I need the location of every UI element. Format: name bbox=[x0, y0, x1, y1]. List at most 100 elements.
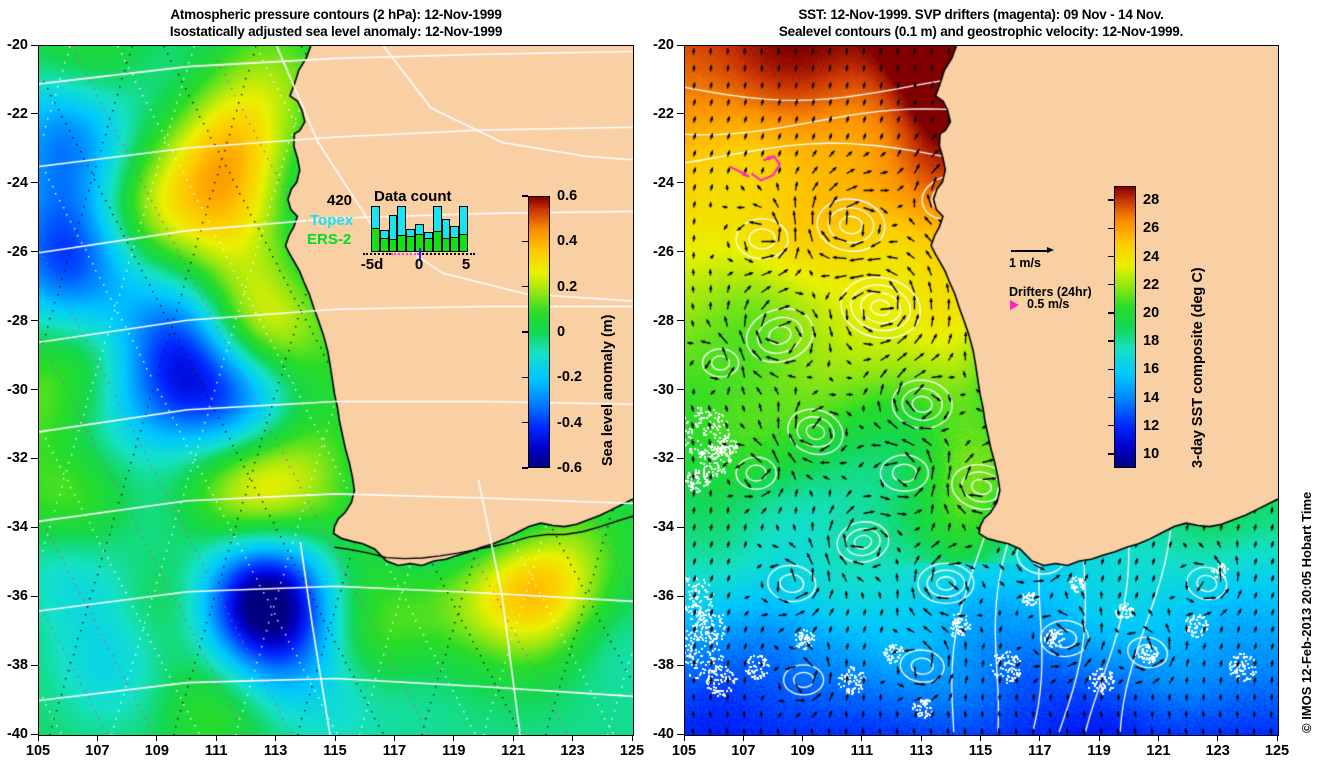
right-panel-title: SST: 12-Nov-1999. SVP drifters (magenta)… bbox=[684, 6, 1278, 40]
right-xtick-label-6: 117 bbox=[1028, 743, 1052, 759]
left-ytick-label-9: -38 bbox=[7, 657, 28, 674]
left-ytick-4 bbox=[31, 320, 38, 322]
left-title-line-2: Isostatically adjusted sea level anomaly… bbox=[169, 24, 503, 39]
bar-topex-segment bbox=[459, 206, 468, 234]
sst-colorbar-tick-8 bbox=[1108, 227, 1114, 230]
data-count-bar bbox=[415, 206, 424, 252]
left-ytick-2 bbox=[31, 182, 38, 184]
right-ytick-0 bbox=[677, 44, 684, 46]
bar-ers2-segment bbox=[450, 236, 460, 252]
right-xtick-7 bbox=[1098, 735, 1100, 741]
bar-topex-segment bbox=[415, 224, 424, 234]
right-xtick-label-8: 121 bbox=[1146, 743, 1171, 759]
left-xtick-label-3: 111 bbox=[204, 743, 228, 759]
right-title-line-2: Sealevel contours (0.1 m) and geostrophi… bbox=[778, 24, 1184, 39]
bar-ers2-segment bbox=[441, 238, 451, 252]
right-xtick-label-7: 119 bbox=[1087, 743, 1111, 759]
sst-field-canvas bbox=[685, 46, 1278, 735]
right-ytick-label-9: -38 bbox=[653, 657, 674, 674]
right-xtick-8 bbox=[1157, 735, 1159, 741]
hist-zero-line bbox=[419, 248, 421, 260]
left-xtick-3 bbox=[215, 735, 217, 741]
right-ytick-9 bbox=[677, 664, 684, 666]
sst-colorbar-tick-label-2: 14 bbox=[1143, 389, 1160, 406]
sst-colorbar-tick-7 bbox=[1108, 255, 1114, 258]
bar-ers2-segment bbox=[397, 235, 407, 252]
right-xtick-2 bbox=[802, 735, 804, 741]
sla-colorbar-tick-label-6: 0.6 bbox=[557, 188, 578, 204]
left-ytick-label-3: -26 bbox=[7, 243, 28, 260]
right-ytick-4 bbox=[677, 320, 684, 322]
left-xtick-label-6: 117 bbox=[382, 743, 407, 759]
sst-colorbar-tick-label-8: 26 bbox=[1143, 220, 1160, 237]
sla-colorbar-tick-label-5: 0.4 bbox=[557, 233, 578, 250]
sst-colorbar-tick-label-0: 10 bbox=[1143, 445, 1160, 462]
left-ytick-label-4: -28 bbox=[7, 312, 28, 329]
left-ytick-8 bbox=[31, 595, 38, 597]
right-ytick-label-4: -28 bbox=[653, 312, 674, 329]
sst-colorbar-tick-label-5: 20 bbox=[1143, 304, 1160, 321]
sst-colorbar-tick-label-1: 12 bbox=[1143, 417, 1160, 434]
right-ytick-5 bbox=[677, 389, 684, 390]
right-xtick-label-9: 123 bbox=[1205, 743, 1230, 759]
sst-colorbar-tick-1 bbox=[1108, 424, 1114, 427]
legend-topex: Topex bbox=[310, 212, 354, 229]
right-xtick-label-3: 111 bbox=[850, 743, 874, 759]
right-ytick-2 bbox=[677, 182, 684, 184]
left-xtick-label-10: 125 bbox=[619, 743, 645, 759]
sla-colorbar-tick-label-3: 0 bbox=[557, 324, 566, 340]
data-count-bar bbox=[371, 206, 380, 252]
drifter-arrow-head bbox=[1010, 300, 1019, 310]
data-count-bar bbox=[423, 206, 433, 252]
left-ytick-label-5: -30 bbox=[7, 381, 28, 398]
left-xtick-label-1: 107 bbox=[85, 743, 110, 759]
copyright-label: © IMOS 12-Feb-2013 20:05 Hobart Time bbox=[1299, 491, 1314, 733]
right-ytick-3 bbox=[677, 251, 684, 253]
right-xtick-label-2: 109 bbox=[790, 743, 815, 759]
sst-colorbar-tick-4 bbox=[1108, 340, 1114, 342]
sla-colorbar-tick-label-0: -0.6 bbox=[557, 460, 582, 476]
right-xtick-label-1: 107 bbox=[731, 743, 756, 759]
right-xtick-10 bbox=[1276, 735, 1278, 741]
right-xtick-label-4: 113 bbox=[909, 743, 933, 759]
right-ytick-7 bbox=[677, 526, 684, 528]
hist-xtick-0: -5d bbox=[360, 256, 384, 273]
sst-colorbar-tick-5 bbox=[1108, 312, 1114, 314]
drifter-scale-label: 0.5 m/s bbox=[1027, 297, 1070, 311]
bar-ers2-segment bbox=[406, 236, 416, 252]
right-xtick-4 bbox=[920, 735, 922, 741]
left-ytick-label-8: -36 bbox=[7, 588, 28, 605]
sla-colorbar-tick-5 bbox=[522, 240, 528, 243]
left-xtick-7 bbox=[453, 735, 455, 741]
bar-topex-segment bbox=[397, 206, 407, 236]
data-count-bar bbox=[450, 206, 460, 252]
right-ytick-label-8: -36 bbox=[653, 588, 674, 605]
bar-ers2-segment bbox=[371, 227, 380, 252]
sla-colorbar-tick-4 bbox=[522, 285, 528, 288]
right-xtick-label-5: 115 bbox=[968, 743, 993, 759]
right-ytick-10 bbox=[677, 733, 684, 735]
data-count-title: Data count bbox=[374, 188, 452, 205]
current-arrow-shaft bbox=[1011, 250, 1049, 252]
sea-level-anomaly-colorbar bbox=[528, 196, 550, 468]
data-count-bar bbox=[388, 206, 398, 252]
data-count-bar bbox=[432, 206, 442, 252]
data-count-bar bbox=[379, 206, 389, 252]
left-ytick-label-7: -34 bbox=[7, 519, 28, 536]
bar-ers2-segment bbox=[423, 237, 433, 252]
sla-colorbar-tick-label-1: -0.4 bbox=[557, 414, 582, 431]
sst-colorbar-tick-3 bbox=[1108, 368, 1114, 371]
data-count-bar bbox=[406, 206, 416, 252]
right-ytick-8 bbox=[677, 595, 684, 597]
left-xtick-label-2: 109 bbox=[144, 743, 169, 759]
data-count-bar bbox=[397, 206, 407, 252]
sst-colorbar-tick-0 bbox=[1108, 453, 1114, 455]
left-ytick-10 bbox=[31, 733, 38, 735]
sst-geostrophic-map[interactable] bbox=[684, 45, 1279, 736]
bar-topex-segment bbox=[388, 214, 398, 240]
sst-colorbar-title: 3-day SST composite (deg C) bbox=[1190, 267, 1206, 468]
left-xtick-4 bbox=[275, 735, 277, 741]
hist-xtick-1: 0 bbox=[414, 256, 424, 273]
bar-topex-segment bbox=[450, 226, 460, 237]
bar-ers2-segment bbox=[459, 233, 468, 252]
